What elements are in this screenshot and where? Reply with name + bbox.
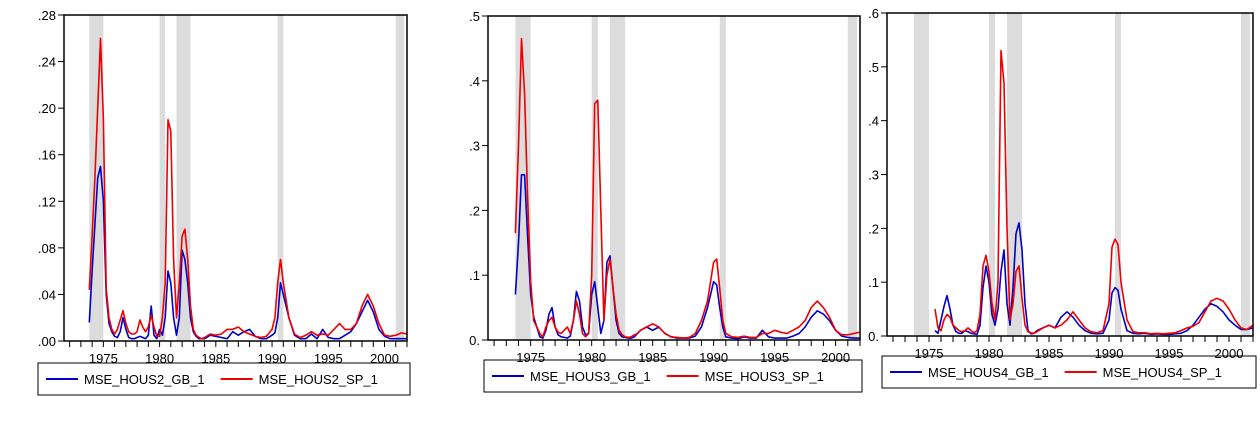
- y-tick-label: .6: [868, 6, 879, 21]
- recession-band: [395, 15, 405, 341]
- recession-band: [1007, 13, 1022, 336]
- x-tick-label: 2000: [821, 350, 850, 365]
- x-tick-label: 1975: [915, 346, 944, 361]
- x-tick-label: 1975: [516, 350, 545, 365]
- y-tick-label: .3: [469, 139, 480, 154]
- legend-label: MSE_HOUS4_GB_1: [928, 365, 1049, 380]
- y-tick-label: .12: [38, 194, 56, 209]
- x-tick-label: 1995: [760, 350, 789, 365]
- recession-band: [1115, 13, 1121, 336]
- legend-label: MSE_HOUS4_SP_1: [1103, 365, 1222, 380]
- x-tick-label: 1985: [1035, 346, 1064, 361]
- legend-label: MSE_HOUS2_SP_1: [259, 372, 378, 387]
- x-tick-label: 1990: [1095, 346, 1124, 361]
- recession-band: [609, 16, 626, 340]
- y-tick-label: 0.: [868, 329, 879, 344]
- x-tick-label: 1985: [638, 350, 667, 365]
- x-tick-label: 1995: [1155, 346, 1184, 361]
- chart-panel-1: .00 .04 .08 .12 .16 .20 .24 .28 1975 1980 1985 1990…: [37, 8, 411, 396]
- legend-label: MSE_HOUS2_GB_1: [84, 372, 205, 387]
- x-tick-label: 1985: [201, 351, 230, 366]
- y-tick-label: .04: [38, 287, 56, 302]
- x-tick-label: 2000: [370, 351, 399, 366]
- recession-band: [847, 16, 857, 340]
- x-tick-label: 1995: [314, 351, 343, 366]
- plot-frame: [63, 14, 408, 342]
- legend: MSE_HOUS4_GB_1 MSE_HOUS4_SP_1: [881, 355, 1257, 389]
- plot-frame: [886, 12, 1254, 337]
- x-tick-label: 1980: [975, 346, 1004, 361]
- x-tick-label: 1980: [145, 351, 174, 366]
- y-tick-label: .5: [469, 9, 480, 24]
- series-line-mse_hous2_sp_1: [88, 37, 408, 340]
- recession-band: [989, 13, 995, 336]
- y-tick-label: .2: [469, 203, 480, 218]
- y-tick-label: .5: [868, 60, 879, 75]
- y-tick-label: .20: [38, 101, 56, 116]
- legend-box: [37, 362, 411, 396]
- recession-band: [1241, 13, 1250, 336]
- y-tick-label: .08: [38, 241, 56, 256]
- y-tick-label: .2: [868, 221, 879, 236]
- legend: MSE_HOUS3_GB_1 MSE_HOUS3_SP_1: [483, 359, 863, 393]
- legend-label: MSE_HOUS3_SP_1: [705, 369, 824, 384]
- x-tick-label: 1990: [258, 351, 287, 366]
- legend: MSE_HOUS2_GB_1 MSE_HOUS2_SP_1: [37, 362, 411, 396]
- plot-frame: [487, 15, 861, 341]
- y-tick-label: .4: [868, 114, 879, 129]
- y-tick-label: 0.: [469, 333, 480, 348]
- x-tick-label: 2000: [1215, 346, 1244, 361]
- y-tick-label: .1: [469, 268, 480, 283]
- series-line-mse_hous4_sp_1: [934, 49, 1254, 335]
- y-tick-label: .4: [469, 74, 480, 89]
- y-tick-label: .3: [868, 168, 879, 183]
- x-tick-label: 1975: [89, 351, 118, 366]
- legend-box: [881, 355, 1257, 389]
- y-tick-label: .00: [38, 334, 56, 349]
- recession-band: [914, 13, 929, 336]
- recession-band: [277, 15, 284, 341]
- y-tick-label: .1: [868, 275, 879, 290]
- recession-band: [159, 15, 166, 341]
- recession-band: [591, 16, 598, 340]
- series-line-mse_hous3_sp_1: [514, 37, 861, 339]
- x-tick-label: 1990: [699, 350, 728, 365]
- y-tick-label: .24: [38, 55, 56, 70]
- recession-band: [719, 16, 726, 340]
- legend-label: MSE_HOUS3_GB_1: [530, 369, 651, 384]
- x-tick-label: 1980: [577, 350, 606, 365]
- y-tick-label: .28: [38, 8, 56, 23]
- legend-box: [483, 359, 863, 393]
- y-tick-label: .16: [38, 148, 56, 163]
